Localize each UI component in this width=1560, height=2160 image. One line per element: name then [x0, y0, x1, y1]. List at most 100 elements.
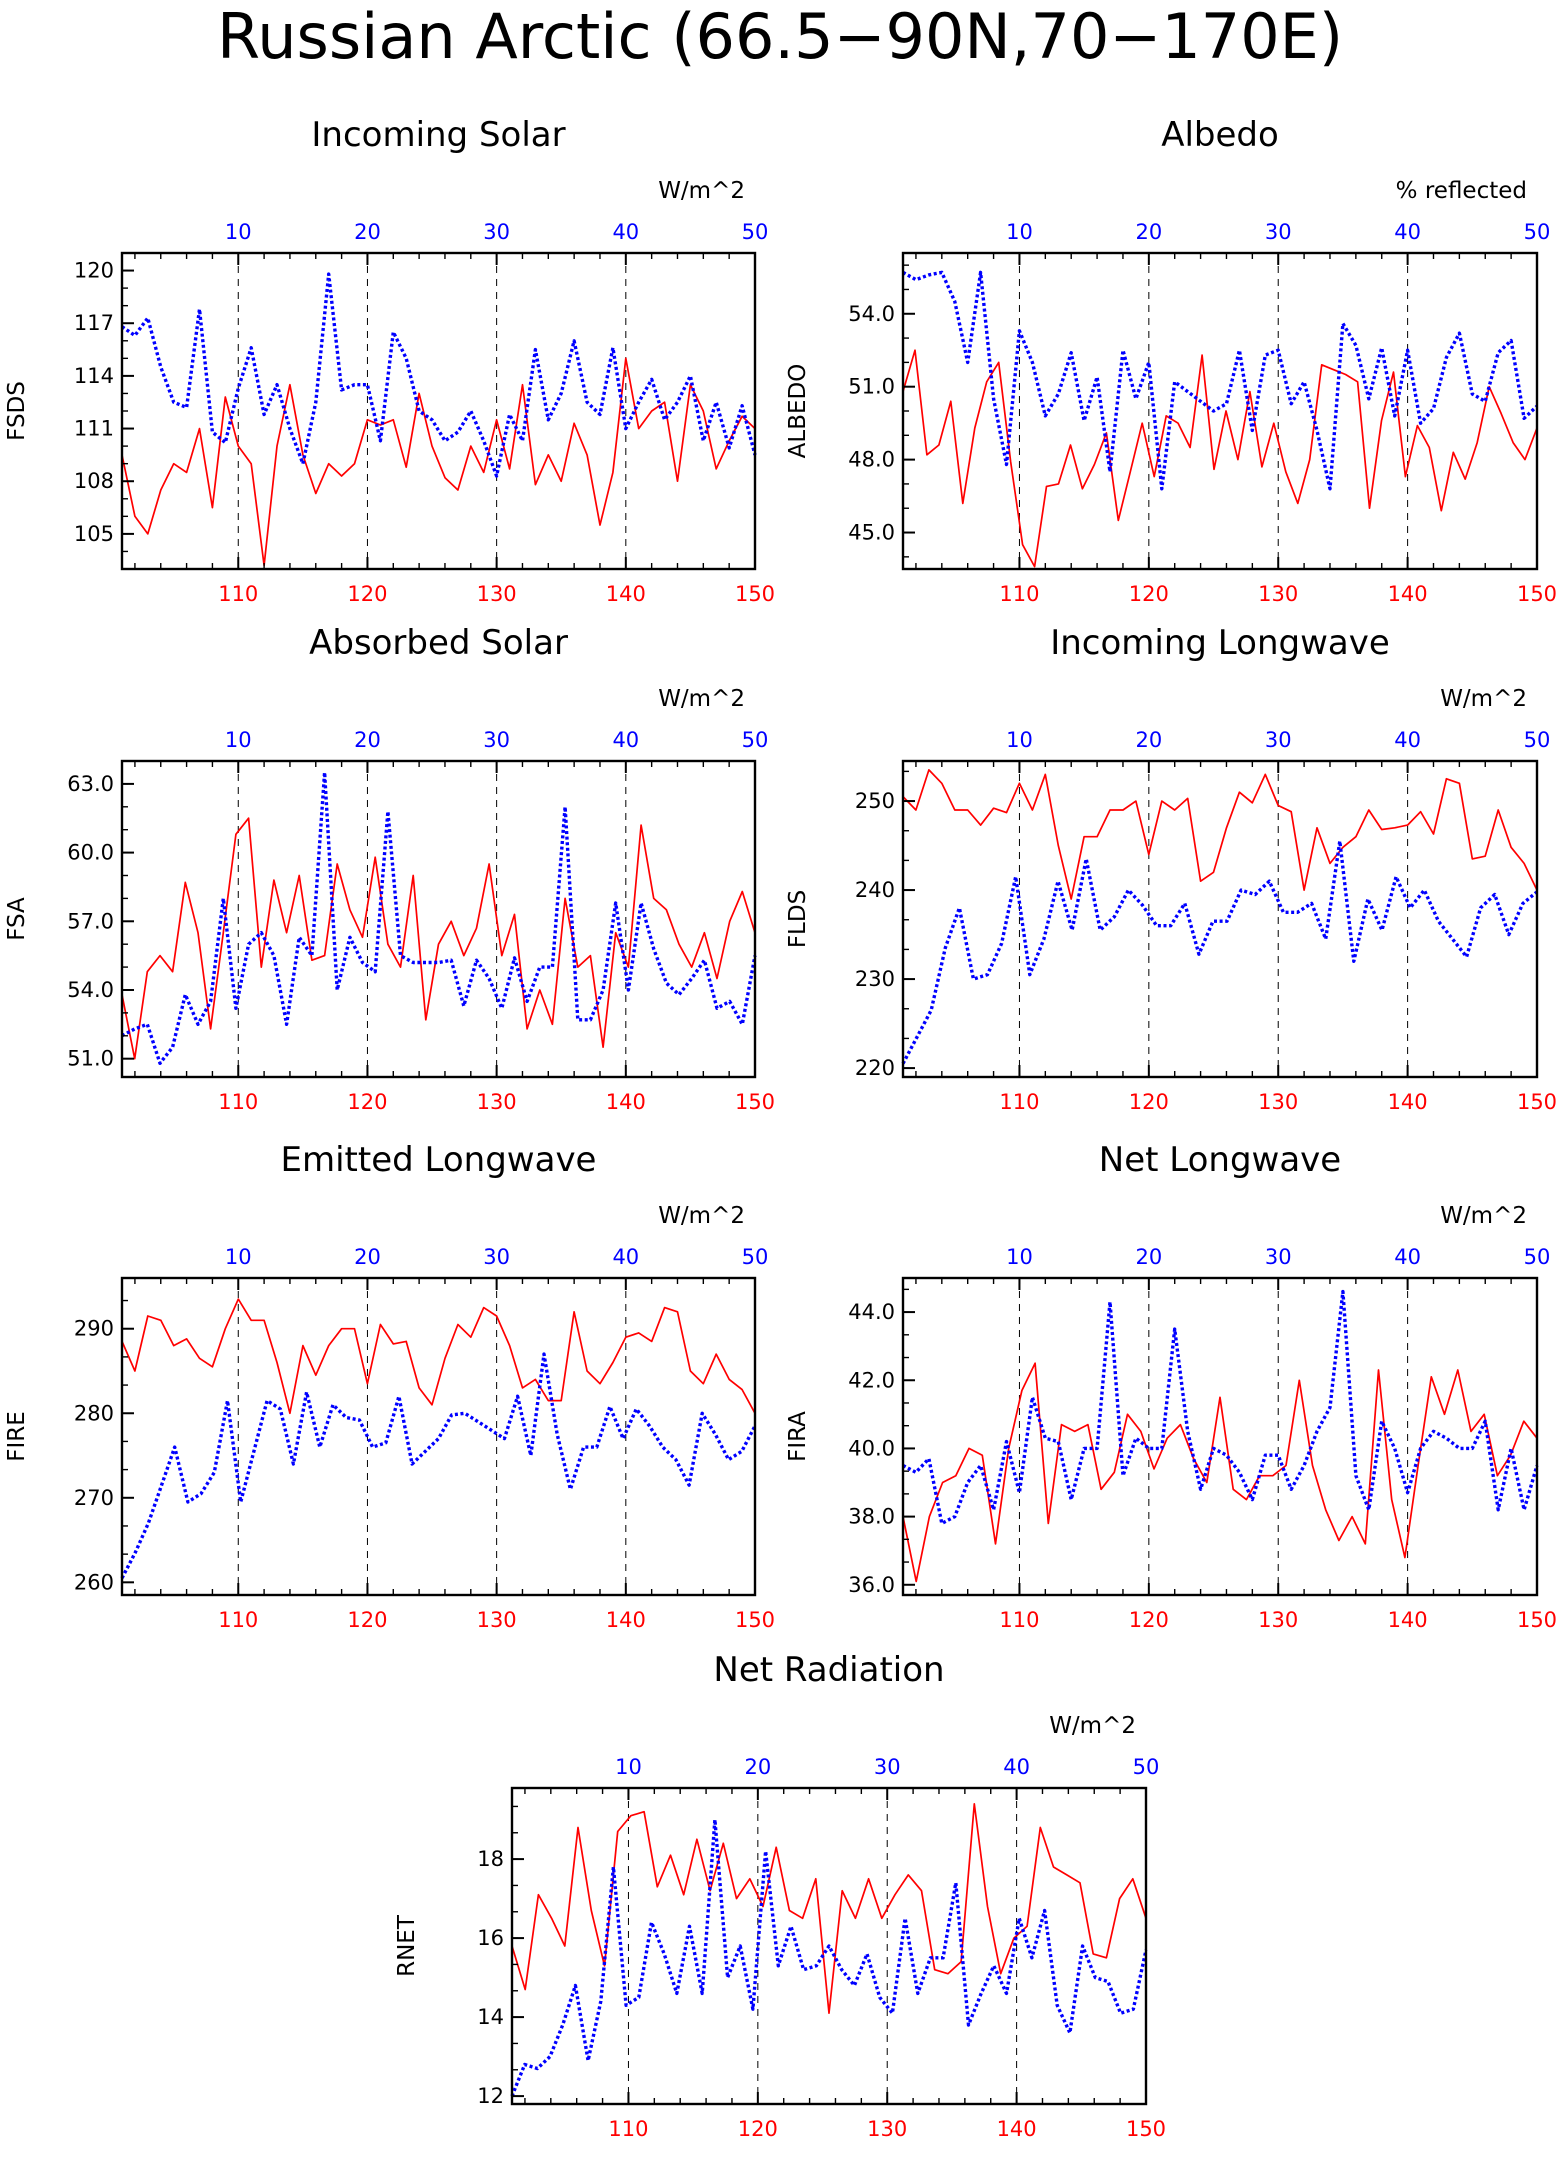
red-series-line [121, 1298, 756, 1415]
bottom-tick-label: 130 [477, 1090, 517, 1114]
y-tick-label: 44.0 [848, 1300, 895, 1324]
top-tick-label: 10 [1006, 220, 1033, 244]
red-series-line [902, 1362, 1538, 1583]
bottom-tick-label: 120 [347, 1090, 387, 1114]
y-axis-label: RNET [394, 1914, 420, 1977]
y-tick-label: 18 [477, 1847, 504, 1871]
bottom-tick-label: 120 [1129, 1090, 1169, 1114]
y-tick-label: 120 [74, 259, 114, 283]
top-tick-label: 50 [1524, 728, 1551, 752]
bottom-tick-label: 150 [1517, 1090, 1557, 1114]
y-tick-label: 117 [74, 311, 114, 335]
bottom-tick-label: 120 [347, 582, 387, 606]
chart-panel-6: 110 120 130 140 150 10 20 30 40 50 36.0 38.0 40.0 42.… [785, 1140, 1557, 1632]
y-tick-label: 42.0 [848, 1368, 895, 1392]
red-series-line [121, 357, 756, 567]
unit-label: W/m^2 [658, 686, 745, 712]
top-tick-label: 10 [225, 1245, 252, 1269]
y-tick-label: 57.0 [67, 909, 114, 933]
top-tick-label: 20 [1135, 220, 1162, 244]
bottom-tick-label: 140 [1388, 582, 1428, 606]
blue-series-line [121, 272, 757, 478]
bottom-tick-label: 140 [997, 2117, 1037, 2141]
y-tick-label: 48.0 [848, 448, 895, 472]
y-tick-label: 250 [855, 789, 895, 813]
plot-frame [120, 1276, 757, 1597]
bottom-tick-label: 140 [606, 1608, 646, 1632]
blue-series-line [121, 770, 757, 1066]
bottom-tick-label: 120 [1129, 582, 1169, 606]
y-tick-label: 51.0 [67, 1047, 114, 1071]
chart-panel-5: 110 120 130 140 150 10 20 30 40 50 260 270 280 290 FIR… [4, 1140, 775, 1632]
bottom-tick-label: 110 [999, 1090, 1039, 1114]
bottom-tick-label: 110 [999, 1608, 1039, 1632]
y-tick-label: 270 [74, 1486, 114, 1510]
top-tick-label: 20 [354, 1245, 381, 1269]
top-tick-label: 10 [225, 728, 252, 752]
y-tick-label: 111 [74, 417, 114, 441]
y-tick-label: 114 [74, 364, 114, 388]
y-tick-label: 60.0 [67, 841, 114, 865]
top-tick-label: 20 [744, 1755, 771, 1779]
chart-panel-4: 110 120 130 140 150 10 20 30 40 50 220 230 240 250 FLD… [785, 623, 1557, 1114]
plot-frame [510, 1786, 1148, 2106]
top-tick-label: 20 [1135, 1245, 1162, 1269]
bottom-tick-label: 130 [477, 582, 517, 606]
y-tick-label: 51.0 [848, 375, 895, 399]
panel-title: Net Radiation [713, 1650, 944, 1690]
bottom-tick-label: 150 [735, 1608, 775, 1632]
top-tick-label: 10 [1006, 1245, 1033, 1269]
bottom-tick-label: 120 [347, 1608, 387, 1632]
y-axis-label: FIRE [4, 1411, 30, 1462]
top-tick-label: 30 [483, 220, 510, 244]
unit-label: W/m^2 [1049, 1713, 1136, 1739]
top-tick-label: 10 [1006, 728, 1033, 752]
red-series-line [902, 769, 1538, 900]
top-tick-label: 30 [483, 728, 510, 752]
bottom-tick-label: 110 [218, 582, 258, 606]
panel-title: Net Longwave [1099, 1140, 1341, 1180]
red-series-line [902, 349, 1538, 568]
plot-frame [901, 1276, 1539, 1597]
panel-title: Emitted Longwave [281, 1140, 597, 1180]
top-tick-label: 50 [742, 220, 769, 244]
red-series-line [121, 817, 756, 1060]
unit-label: W/m^2 [658, 178, 745, 204]
top-tick-label: 40 [1003, 1755, 1030, 1779]
y-tick-label: 36.0 [848, 1573, 895, 1597]
top-tick-label: 20 [354, 728, 381, 752]
bottom-tick-label: 110 [218, 1090, 258, 1114]
chart-panel-2: 110 120 130 140 150 10 20 30 40 50 45.0 48.0 51.0 54.… [785, 115, 1557, 606]
panel-title: Albedo [1161, 115, 1279, 155]
top-tick-label: 40 [612, 1245, 639, 1269]
top-tick-label: 40 [612, 728, 639, 752]
y-tick-label: 54.0 [67, 978, 114, 1002]
unit-label: W/m^2 [658, 1203, 745, 1229]
bottom-tick-label: 130 [867, 2117, 907, 2141]
top-tick-label: 40 [1394, 1245, 1421, 1269]
bottom-tick-label: 130 [1258, 1608, 1298, 1632]
blue-series-line [902, 270, 1539, 491]
y-tick-label: 16 [477, 1926, 504, 1950]
plot-frame [901, 251, 1539, 571]
y-tick-label: 45.0 [848, 521, 895, 545]
top-tick-label: 20 [1135, 728, 1162, 752]
bottom-tick-label: 130 [477, 1608, 517, 1632]
y-axis-label: FSA [4, 897, 30, 941]
plot-frame [901, 759, 1539, 1079]
y-tick-label: 12 [477, 2084, 504, 2108]
panel-title: Incoming Longwave [1050, 623, 1390, 663]
top-tick-label: 30 [1265, 1245, 1292, 1269]
top-tick-label: 30 [874, 1755, 901, 1779]
red-series-line [511, 1802, 1147, 2015]
bottom-tick-label: 140 [1388, 1608, 1428, 1632]
y-tick-label: 38.0 [848, 1505, 895, 1529]
y-tick-label: 54.0 [848, 302, 895, 326]
top-tick-label: 10 [615, 1755, 642, 1779]
top-tick-label: 30 [1265, 728, 1292, 752]
y-tick-label: 290 [74, 1317, 114, 1341]
unit-label: W/m^2 [1440, 1203, 1527, 1229]
y-tick-label: 108 [74, 469, 114, 493]
top-tick-label: 30 [1265, 220, 1292, 244]
bottom-tick-label: 150 [735, 1090, 775, 1114]
